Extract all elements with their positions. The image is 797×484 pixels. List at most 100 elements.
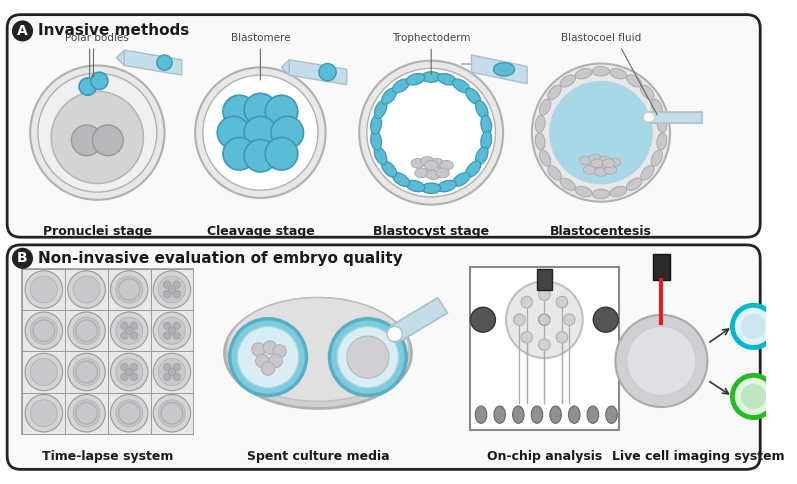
Text: Pronuclei stage: Pronuclei stage (43, 225, 152, 238)
Polygon shape (390, 298, 447, 342)
Ellipse shape (575, 69, 592, 79)
Ellipse shape (415, 168, 428, 178)
Bar (779, 315, 797, 336)
Ellipse shape (583, 166, 595, 174)
Ellipse shape (425, 161, 438, 170)
Circle shape (256, 354, 269, 368)
Bar (469, 267, 619, 430)
Text: Polar bodies: Polar bodies (65, 33, 129, 44)
Circle shape (159, 359, 186, 385)
Circle shape (116, 400, 143, 427)
Text: Blastomere: Blastomere (230, 33, 290, 44)
Bar (151, 310, 193, 351)
Circle shape (163, 281, 171, 288)
Polygon shape (472, 55, 527, 84)
Circle shape (130, 332, 138, 339)
Circle shape (125, 368, 133, 376)
Circle shape (173, 281, 181, 288)
Bar (22, 269, 65, 310)
Ellipse shape (548, 85, 561, 100)
Ellipse shape (536, 115, 545, 133)
Circle shape (168, 286, 176, 293)
Text: B: B (18, 251, 28, 265)
Circle shape (30, 65, 164, 200)
Ellipse shape (657, 133, 666, 150)
Ellipse shape (587, 406, 599, 424)
Circle shape (261, 362, 275, 376)
Polygon shape (289, 60, 347, 85)
Polygon shape (651, 111, 701, 123)
Polygon shape (642, 111, 651, 123)
Bar (22, 269, 193, 434)
Circle shape (111, 312, 148, 349)
Bar (108, 310, 151, 351)
Circle shape (263, 341, 277, 354)
Circle shape (173, 373, 181, 380)
Circle shape (627, 326, 696, 395)
Circle shape (68, 312, 105, 349)
Circle shape (163, 290, 171, 298)
Circle shape (163, 373, 171, 380)
Circle shape (265, 137, 298, 170)
Circle shape (92, 125, 124, 156)
Ellipse shape (421, 157, 434, 166)
Circle shape (130, 363, 138, 371)
Circle shape (26, 394, 62, 432)
Circle shape (563, 314, 575, 325)
Ellipse shape (453, 173, 469, 186)
Ellipse shape (560, 75, 575, 87)
Bar (22, 393, 65, 434)
Ellipse shape (382, 88, 397, 104)
Circle shape (615, 315, 708, 407)
Circle shape (111, 353, 148, 391)
Ellipse shape (599, 156, 611, 165)
Circle shape (173, 363, 181, 371)
Ellipse shape (476, 101, 488, 119)
Circle shape (163, 332, 171, 339)
Circle shape (116, 318, 143, 344)
Circle shape (532, 63, 670, 202)
Polygon shape (116, 50, 124, 65)
Circle shape (153, 394, 190, 432)
FancyBboxPatch shape (7, 245, 760, 469)
Circle shape (30, 400, 57, 427)
Circle shape (68, 394, 105, 432)
Text: Non-invasive evaluation of embryo quality: Non-invasive evaluation of embryo qualit… (37, 251, 402, 266)
Circle shape (470, 307, 496, 332)
Circle shape (111, 394, 148, 432)
Circle shape (173, 332, 181, 339)
Circle shape (741, 384, 766, 409)
Circle shape (265, 95, 298, 128)
Bar (151, 393, 193, 434)
Circle shape (223, 137, 256, 170)
Circle shape (337, 326, 398, 388)
Text: Trophectoderm: Trophectoderm (392, 33, 470, 44)
Circle shape (521, 296, 532, 308)
Circle shape (157, 55, 172, 70)
Ellipse shape (532, 406, 543, 424)
Circle shape (120, 332, 128, 339)
Ellipse shape (651, 150, 662, 166)
Circle shape (173, 322, 181, 330)
Ellipse shape (438, 74, 456, 85)
Polygon shape (281, 60, 289, 75)
Ellipse shape (422, 72, 441, 82)
Ellipse shape (579, 156, 592, 165)
Circle shape (329, 319, 406, 395)
Bar (108, 269, 151, 310)
Circle shape (556, 296, 567, 308)
Circle shape (30, 359, 57, 385)
Polygon shape (124, 50, 182, 75)
Ellipse shape (560, 178, 575, 191)
Circle shape (12, 248, 33, 269)
Circle shape (271, 116, 304, 149)
Text: A: A (17, 24, 28, 38)
Ellipse shape (465, 161, 481, 177)
Circle shape (506, 281, 583, 358)
Ellipse shape (392, 79, 410, 92)
Ellipse shape (540, 150, 551, 166)
Circle shape (72, 125, 102, 156)
Ellipse shape (550, 406, 561, 424)
Ellipse shape (430, 159, 444, 168)
Circle shape (163, 322, 171, 330)
